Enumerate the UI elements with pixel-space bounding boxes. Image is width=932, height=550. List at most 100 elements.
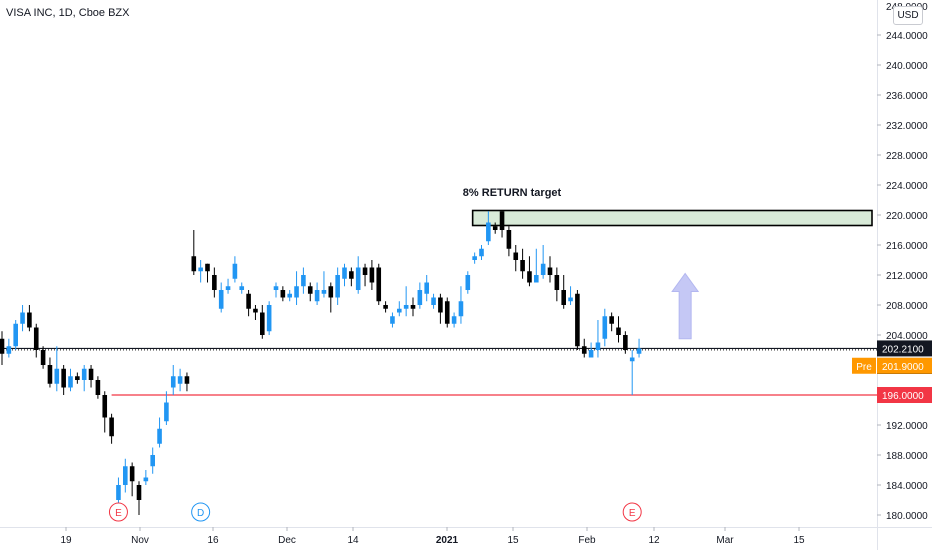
candle-body bbox=[307, 286, 313, 294]
x-tick-label: 15 bbox=[507, 535, 519, 546]
candle-body bbox=[61, 368, 66, 388]
candle-body bbox=[109, 417, 114, 437]
symbol-title[interactable]: VISA INC, 1D, Cboe BZX bbox=[6, 7, 130, 19]
y-tick-label: 224.0000 bbox=[886, 181, 928, 192]
event-marker-label: E bbox=[115, 508, 122, 519]
price-tag-label: 201.9000 bbox=[882, 362, 924, 373]
candle-body bbox=[451, 316, 457, 324]
candle-body bbox=[294, 286, 299, 298]
y-tick-label: 188.0000 bbox=[886, 451, 928, 462]
candle-body bbox=[205, 263, 210, 272]
candle-body bbox=[88, 368, 94, 380]
x-tick-label: 19 bbox=[60, 535, 72, 546]
candle-body bbox=[403, 305, 409, 309]
candle-body bbox=[383, 305, 388, 309]
candle-body bbox=[520, 260, 525, 272]
candle-body bbox=[499, 211, 505, 230]
x-tick-label: Mar bbox=[716, 535, 734, 546]
target-zone-rectangle[interactable] bbox=[471, 209, 873, 227]
candle-body bbox=[431, 297, 436, 305]
y-tick-label: 240.0000 bbox=[886, 61, 928, 72]
candle-body bbox=[81, 368, 87, 380]
candle-body bbox=[568, 297, 573, 302]
candle-body bbox=[143, 477, 149, 482]
candle-body bbox=[575, 293, 580, 347]
y-tick-label: 228.0000 bbox=[886, 151, 928, 162]
candle-body bbox=[547, 267, 553, 275]
candle-body bbox=[623, 335, 628, 350]
y-tick-label: 236.0000 bbox=[886, 91, 928, 102]
y-tick-label: 204.0000 bbox=[886, 331, 928, 342]
candle-body bbox=[239, 286, 245, 290]
candle-body bbox=[554, 275, 560, 290]
candle-body bbox=[123, 466, 128, 485]
candle-body bbox=[397, 308, 402, 313]
y-tick-label: 180.0000 bbox=[886, 511, 928, 522]
candle-body bbox=[212, 275, 217, 290]
candle-body bbox=[75, 376, 80, 380]
candle-body bbox=[129, 466, 135, 482]
candle-body bbox=[349, 271, 354, 279]
candle-body bbox=[253, 308, 258, 313]
candle-body bbox=[0, 338, 5, 354]
x-tick-label: 2021 bbox=[436, 535, 459, 546]
candle-body bbox=[164, 402, 169, 422]
candle-body bbox=[246, 293, 251, 309]
x-tick-label: Nov bbox=[131, 535, 149, 546]
x-tick-label: 15 bbox=[793, 535, 805, 546]
candle-body bbox=[150, 455, 155, 467]
up-arrow-drawing[interactable] bbox=[671, 272, 700, 340]
earnings-marker[interactable] bbox=[108, 502, 128, 522]
plot-area[interactable] bbox=[0, 0, 877, 527]
price-tag bbox=[877, 340, 932, 357]
candle-body bbox=[369, 267, 375, 283]
candle-body bbox=[95, 380, 101, 395]
x-tick-label: 14 bbox=[347, 535, 359, 546]
candle-body bbox=[438, 297, 443, 313]
currency-button[interactable]: USD bbox=[893, 6, 923, 25]
candle-body bbox=[198, 267, 203, 272]
candle-body bbox=[472, 256, 477, 260]
candle-body bbox=[595, 342, 601, 350]
candle-body bbox=[6, 346, 12, 354]
candle-body bbox=[486, 222, 491, 242]
candle-body bbox=[314, 290, 320, 302]
candle-body bbox=[218, 290, 224, 309]
x-tick-label: Feb bbox=[578, 535, 596, 546]
candle-body bbox=[232, 263, 238, 279]
candle-body bbox=[177, 376, 183, 384]
candle-body bbox=[116, 485, 121, 500]
candle-body bbox=[588, 350, 594, 358]
pre-market-badge-label: Pre bbox=[856, 362, 872, 373]
candle-body bbox=[410, 305, 416, 309]
y-tick-label: 212.0000 bbox=[886, 271, 928, 282]
earnings-marker[interactable] bbox=[622, 502, 642, 522]
x-tick-label: 16 bbox=[207, 535, 219, 546]
candle-body bbox=[273, 286, 279, 290]
candle-body bbox=[444, 301, 450, 324]
candle-body bbox=[355, 267, 361, 290]
candle-body bbox=[260, 312, 265, 335]
price-tag-label: 196.0000 bbox=[882, 391, 924, 402]
y-tick-label: 244.0000 bbox=[886, 31, 928, 42]
candle-body bbox=[27, 312, 32, 328]
candle-body bbox=[68, 376, 73, 388]
candle-body bbox=[417, 290, 423, 305]
y-tick-label: 232.0000 bbox=[886, 121, 928, 132]
candle-body bbox=[534, 275, 539, 283]
candle-body bbox=[191, 256, 197, 272]
candle-body bbox=[20, 312, 25, 324]
price-tag bbox=[877, 357, 932, 374]
candle-body bbox=[390, 316, 395, 324]
x-tick-label: Dec bbox=[278, 535, 296, 546]
candle-body bbox=[328, 286, 334, 298]
candle-body bbox=[33, 327, 39, 350]
x-tick-label: 12 bbox=[648, 535, 660, 546]
candle-body bbox=[581, 346, 587, 354]
candle-body bbox=[170, 376, 176, 388]
candle-body bbox=[13, 323, 18, 347]
candle-body bbox=[616, 327, 621, 335]
dividend-marker[interactable] bbox=[191, 502, 211, 522]
